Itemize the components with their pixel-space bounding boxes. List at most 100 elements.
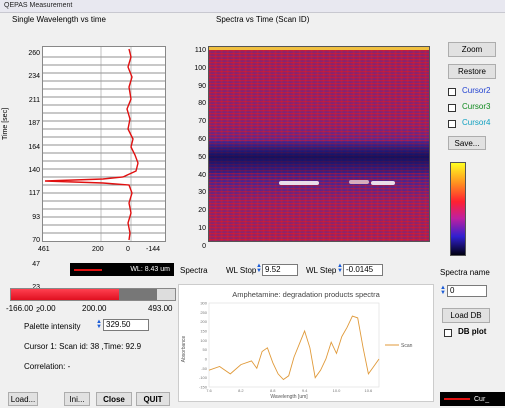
wl-legend-line	[74, 268, 102, 271]
cursor2-label: Cursor2	[462, 86, 491, 95]
left-y-tick: 164	[28, 143, 40, 151]
left-y-ticks: 260 234 211 187 164 140 117 93 70 47 23 …	[14, 42, 40, 323]
chart-series-line	[208, 315, 380, 381]
left-y-tick: 187	[28, 120, 40, 128]
db-plot-label: DB plot	[458, 327, 487, 336]
single-wavelength-title: Single Wavelength vs time	[12, 15, 106, 24]
heatmap-peak-marker	[279, 181, 319, 185]
chart-x-tick: 8.8	[270, 388, 276, 393]
chart-ylabel: Absorbance	[181, 335, 187, 362]
heatmap-peak-marker	[371, 181, 395, 185]
wl-stop-spinner-icon[interactable]: ▲ ▼	[256, 263, 262, 274]
chart-y-tick: 0	[205, 357, 208, 362]
restore-button[interactable]: Restore	[448, 64, 496, 79]
spectra-label: Spectra	[180, 266, 208, 275]
cursor3-checkbox[interactable]	[448, 104, 456, 112]
wl-readout-box: WL: 8.43 um	[70, 263, 174, 276]
left-y-tick: 260	[28, 50, 40, 57]
palette-zero-label: 0.00	[40, 304, 56, 313]
wl-readout-text: WL: 8.43 um	[130, 266, 170, 273]
center-y-tick: 20	[198, 207, 206, 215]
center-y-tick: 10	[198, 224, 206, 232]
cursor-status-text: Cursor 1: Scan id: 38 ,Time: 92.9	[24, 342, 142, 351]
chart-x-tick: 8.2	[238, 388, 244, 393]
chart-x-tick: 7.6	[206, 388, 212, 393]
cur-legend-text: Cur_	[474, 395, 490, 403]
palette-max-label: 493.00	[148, 304, 173, 313]
palette-intensity-input[interactable]: 329.50	[103, 319, 149, 331]
left-ylabel: Time [sec]	[2, 107, 9, 140]
chart-x-tick: 10.6	[364, 388, 373, 393]
wl-step-spinner-icon[interactable]: ▲ ▼	[337, 263, 343, 274]
window-title: QEPAS Measurement	[0, 0, 505, 13]
chart-x-tick: 10.0	[333, 388, 342, 393]
cur-legend-line	[444, 398, 470, 400]
chart-xlabel: Wavelength [um]	[270, 394, 308, 400]
chart-y-ticks: -150 -100 -50 0 50 100 150 200 250 300	[199, 301, 208, 390]
left-y-tick: 2	[36, 307, 40, 315]
left-x-tick: 0	[126, 246, 130, 253]
close-button[interactable]: Close	[96, 392, 132, 406]
palette-slider-track[interactable]	[10, 288, 176, 301]
cursor2-checkbox[interactable]	[448, 88, 456, 96]
wavelength-time-trace	[44, 48, 139, 241]
quit-button[interactable]: QUIT	[136, 392, 170, 406]
wl-step-label: WL Step	[306, 266, 337, 275]
db-plot-checkbox[interactable]	[444, 329, 452, 337]
left-x-tick: 200	[92, 246, 104, 253]
single-wavelength-plot[interactable]	[42, 46, 166, 242]
palette-mid-label: 200.00	[82, 304, 107, 313]
chart-plot-area	[208, 302, 380, 388]
left-x-tick: 461	[38, 246, 50, 253]
chart-y-tick: 300	[200, 301, 207, 306]
chart-y-tick: 100	[200, 338, 207, 343]
heatmap-peak-marker	[349, 180, 369, 184]
degradation-chart-svg: Amphetamine: degradation products spectr…	[181, 290, 413, 400]
chart-y-tick: -150	[199, 385, 208, 390]
spectra-name-label: Spectra name	[440, 268, 490, 277]
left-y-tick: 234	[28, 73, 40, 81]
wl-stop-label: WL Stop	[226, 266, 257, 275]
cursor4-label: Cursor4	[462, 118, 491, 127]
load-db-button[interactable]: Load DB	[442, 308, 490, 323]
left-y-tick: 70	[32, 237, 40, 245]
wl-step-input[interactable]: -0.0145	[343, 264, 383, 276]
center-y-tick: 80	[198, 100, 206, 108]
chart-y-tick: -100	[199, 375, 208, 380]
palette-color-bar	[450, 162, 466, 256]
chart-y-tick: 150	[200, 329, 207, 334]
cursor4-checkbox[interactable]	[448, 120, 456, 128]
load-button[interactable]: Load...	[8, 392, 38, 406]
zoom-button[interactable]: Zoom	[448, 42, 496, 57]
center-y-tick: 70	[198, 118, 206, 126]
spectra-name-input[interactable]: 0	[447, 285, 487, 297]
ini-button[interactable]: Ini...	[64, 392, 90, 406]
save-button[interactable]: Save...	[448, 136, 486, 150]
palette-slider-thumb[interactable]	[119, 289, 157, 300]
chart-title: Amphetamine: degradation products spectr…	[232, 290, 380, 299]
palette-intensity-label: Palette intensity	[24, 322, 81, 331]
center-y-tick: 40	[198, 171, 206, 179]
chart-y-tick: -50	[201, 366, 208, 371]
spectra-heatmap[interactable]	[208, 46, 430, 242]
chart-y-tick: 200	[200, 319, 207, 324]
center-y-tick: 100	[194, 64, 206, 72]
left-y-tick: 23	[14, 276, 40, 299]
cur-legend-box: Cur_	[440, 392, 505, 406]
left-y-tick: 117	[28, 190, 40, 198]
left-y-tick: 140	[28, 167, 40, 175]
palette-intensity-spinner-icon[interactable]: ▲ ▼	[96, 319, 102, 330]
center-y-tick: 90	[198, 82, 206, 90]
center-y-tick: 0	[202, 242, 206, 250]
heatmap-absorption-band	[209, 141, 429, 173]
center-y-ticks: 110 100 90 80 70 60 50 40 30 20 10 0	[180, 42, 206, 256]
center-y-tick: 60	[198, 135, 206, 143]
spectra-name-spinner-icon[interactable]: ▲ ▼	[440, 285, 446, 296]
degradation-chart[interactable]: Amphetamine: degradation products spectr…	[178, 284, 434, 402]
chart-x-ticks: 7.6 8.2 8.8 9.4 10.0 10.6	[206, 388, 373, 393]
cursor3-label: Cursor3	[462, 102, 491, 111]
center-y-tick: 30	[198, 189, 206, 197]
wl-stop-input[interactable]: 9.52	[262, 264, 298, 276]
left-y-tick: 93	[32, 213, 40, 221]
center-y-tick: 50	[198, 153, 206, 161]
